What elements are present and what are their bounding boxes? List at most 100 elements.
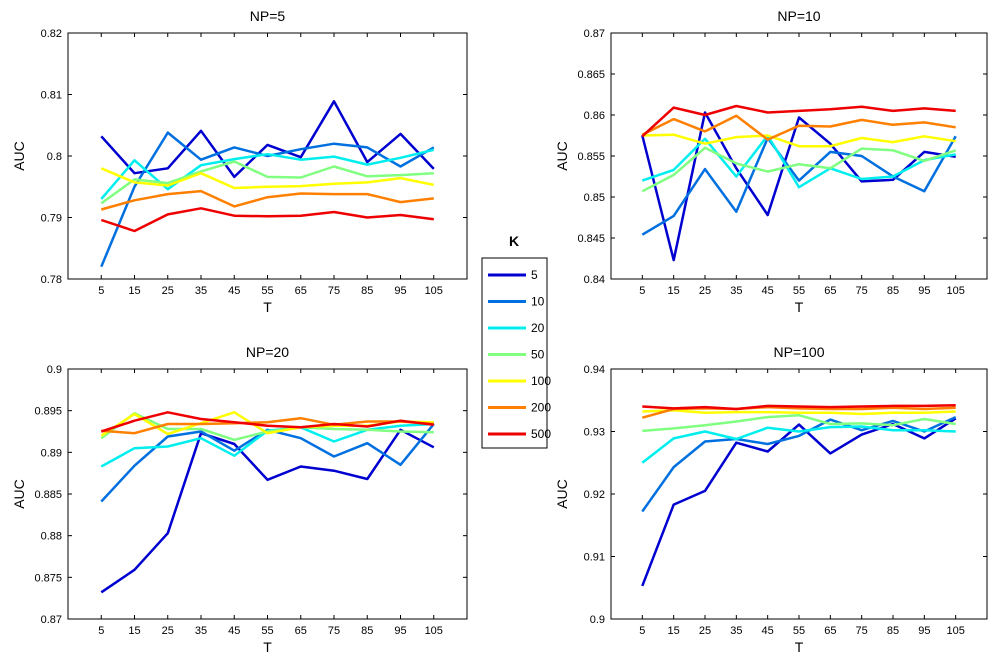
legend-label: 100 bbox=[531, 374, 551, 388]
y-tick-label: 0.82 bbox=[41, 28, 62, 40]
y-axis-label: AUC bbox=[554, 479, 570, 509]
y-tick-label: 0.87 bbox=[41, 614, 62, 626]
series-group bbox=[641, 403, 957, 587]
x-tick-label: 5 bbox=[639, 625, 645, 637]
legend-entry-k100: 100 bbox=[488, 374, 551, 388]
series-line-k100 bbox=[642, 133, 956, 148]
y-tick-label: 0.78 bbox=[41, 274, 62, 286]
y-tick-label: 0.92 bbox=[584, 489, 605, 501]
x-tick-label: 35 bbox=[195, 625, 207, 637]
legend-label: 50 bbox=[531, 348, 545, 362]
x-axis-label: T bbox=[795, 299, 804, 315]
x-tick-label: 85 bbox=[361, 625, 373, 637]
legend-label: 200 bbox=[531, 401, 551, 415]
x-tick-label: 95 bbox=[394, 625, 406, 637]
series-group bbox=[100, 411, 435, 594]
chart-panel-4: 5 15 25 35 45 55 65 75 85 95 105 0.9 0.91 0.92 0.93 0.9… bbox=[554, 344, 988, 655]
series-line-k20 bbox=[100, 148, 435, 200]
x-tick-label: 55 bbox=[261, 285, 273, 297]
x-tick-label: 75 bbox=[328, 625, 340, 637]
y-tick-label: 0.87 bbox=[584, 28, 605, 40]
legend-entry-k20: 20 bbox=[488, 321, 545, 335]
series-line-k200 bbox=[100, 189, 434, 211]
chart-title: NP=20 bbox=[246, 344, 289, 360]
legend-label: 5 bbox=[531, 268, 538, 282]
y-tick-label: 0.8 bbox=[47, 151, 62, 163]
x-tick-label: 25 bbox=[162, 625, 174, 637]
y-axis-label: AUC bbox=[11, 141, 27, 171]
series-line-k50 bbox=[100, 160, 434, 205]
y-tick-label: 0.9 bbox=[590, 614, 605, 626]
y-tick-label: 0.895 bbox=[34, 406, 62, 418]
series-line-k200 bbox=[641, 114, 956, 141]
x-tick-label: 95 bbox=[394, 285, 406, 297]
x-tick-label: 35 bbox=[730, 625, 742, 637]
y-tick-label: 0.93 bbox=[584, 427, 605, 439]
x-tick-label: 75 bbox=[856, 625, 868, 637]
legend-label: 500 bbox=[531, 427, 551, 441]
y-tick-label: 0.9 bbox=[47, 364, 62, 376]
x-tick-label: 45 bbox=[762, 285, 774, 297]
plot-area bbox=[67, 368, 468, 620]
x-tick-label: 95 bbox=[918, 285, 930, 297]
legend-entry-k50: 50 bbox=[488, 348, 545, 362]
legend-label: 10 bbox=[531, 295, 545, 309]
series-line-k200 bbox=[101, 416, 434, 435]
series-line-k500 bbox=[641, 104, 956, 138]
series-line-k20 bbox=[641, 134, 956, 189]
x-tick-label: 75 bbox=[328, 285, 340, 297]
y-tick-label: 0.91 bbox=[584, 552, 605, 564]
y-tick-label: 0.845 bbox=[577, 233, 605, 245]
series-line-k100 bbox=[642, 408, 956, 416]
y-tick-label: 0.89 bbox=[41, 447, 62, 459]
x-tick-label: 65 bbox=[295, 625, 307, 637]
series-line-k50 bbox=[642, 413, 956, 433]
legend-entry-k5: 5 bbox=[488, 268, 538, 282]
x-tick-label: 65 bbox=[295, 285, 307, 297]
chart-panel-3: 5 15 25 35 45 55 65 75 85 95 105 0.87 0.875 0.88 0.885… bbox=[11, 344, 468, 655]
x-axis-label: T bbox=[795, 639, 804, 655]
legend-entry-k10: 10 bbox=[488, 295, 545, 309]
x-axis-label: T bbox=[263, 639, 272, 655]
chart-title: NP=10 bbox=[777, 8, 820, 24]
plot-area bbox=[610, 32, 988, 280]
y-tick-label: 0.79 bbox=[41, 213, 62, 225]
y-tick-label: 0.88 bbox=[41, 531, 62, 543]
y-tick-label: 0.85 bbox=[584, 192, 605, 204]
y-tick-label: 0.81 bbox=[41, 90, 62, 102]
x-tick-label: 65 bbox=[824, 285, 836, 297]
x-tick-label: 5 bbox=[639, 285, 645, 297]
y-axis-label: AUC bbox=[554, 141, 570, 171]
legend-title: K bbox=[509, 233, 519, 249]
x-tick-label: 85 bbox=[361, 285, 373, 297]
x-tick-label: 45 bbox=[762, 625, 774, 637]
y-tick-label: 0.875 bbox=[34, 572, 62, 584]
y-tick-label: 0.84 bbox=[584, 274, 605, 286]
x-tick-label: 85 bbox=[887, 625, 899, 637]
series-group bbox=[641, 104, 957, 262]
x-tick-label: 15 bbox=[128, 625, 140, 637]
x-tick-label: 65 bbox=[824, 625, 836, 637]
x-tick-label: 35 bbox=[195, 285, 207, 297]
series-line-k10 bbox=[100, 423, 435, 503]
series-line-k10 bbox=[641, 415, 957, 513]
x-tick-label: 105 bbox=[425, 625, 443, 637]
series-line-k5 bbox=[100, 100, 435, 179]
series-line-k100 bbox=[100, 167, 435, 190]
series-line-k10 bbox=[100, 131, 435, 268]
x-tick-label: 75 bbox=[856, 285, 868, 297]
x-tick-label: 15 bbox=[668, 285, 680, 297]
x-tick-label: 25 bbox=[162, 285, 174, 297]
chart-title: NP=5 bbox=[250, 8, 286, 24]
series-line-k20 bbox=[641, 425, 956, 464]
y-tick-label: 0.86 bbox=[584, 110, 605, 122]
y-tick-label: 0.885 bbox=[34, 489, 62, 501]
x-tick-label: 105 bbox=[946, 285, 964, 297]
legend-label: 20 bbox=[531, 321, 545, 335]
chart-title: NP=100 bbox=[774, 344, 825, 360]
series-line-k50 bbox=[100, 411, 434, 442]
x-tick-label: 55 bbox=[261, 625, 273, 637]
legend-entry-k500: 500 bbox=[488, 427, 551, 441]
x-tick-label: 45 bbox=[228, 285, 240, 297]
